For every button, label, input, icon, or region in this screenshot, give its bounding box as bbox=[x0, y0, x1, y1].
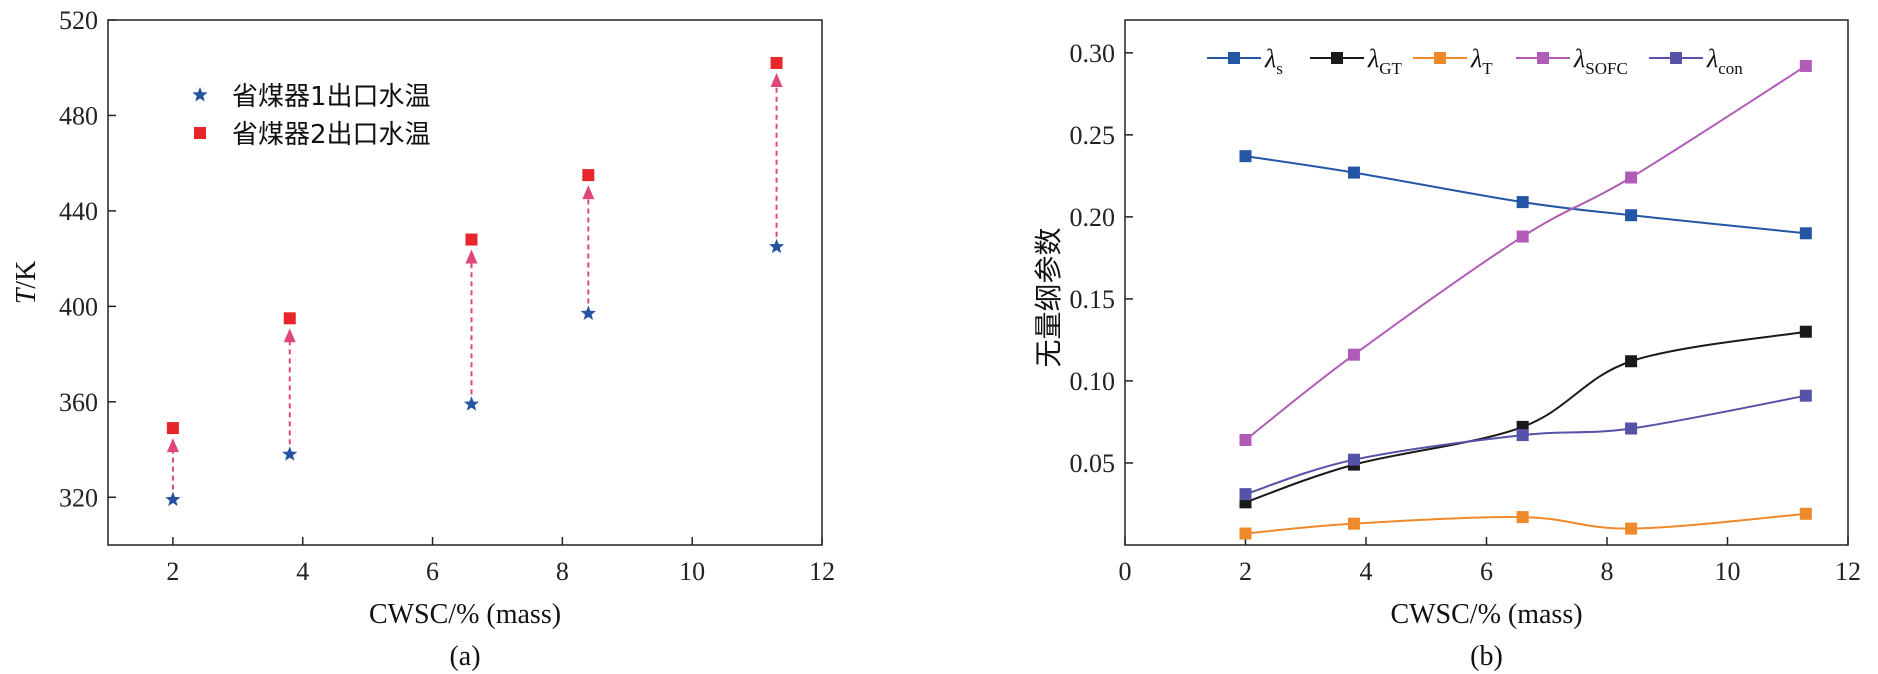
data-point-con bbox=[1239, 488, 1252, 501]
data-point-con bbox=[1347, 453, 1360, 466]
legend-marker-con bbox=[1670, 52, 1682, 64]
legend-marker-sofc bbox=[1537, 52, 1549, 64]
data-point-sofc bbox=[1799, 59, 1812, 72]
x-tick-label: 4 bbox=[296, 557, 309, 586]
data-point-outlet2 bbox=[166, 422, 179, 435]
x-tick-label: 6 bbox=[426, 557, 439, 586]
arrow-head bbox=[283, 328, 296, 343]
data-point-t bbox=[1239, 527, 1252, 540]
arrow-head bbox=[582, 185, 595, 200]
legend-label-t: λT bbox=[1470, 44, 1493, 78]
y-tick-label: 480 bbox=[59, 101, 98, 130]
data-point-gt bbox=[1799, 325, 1812, 338]
data-point-outlet1 bbox=[463, 396, 480, 411]
series-line-s bbox=[1245, 155, 1806, 235]
data-point-outlet1 bbox=[580, 305, 596, 320]
data-point-outlet1 bbox=[768, 238, 785, 254]
x-tick-label: 12 bbox=[809, 557, 835, 586]
x-tick-label: 4 bbox=[1360, 557, 1373, 586]
legend-label-outlet1: 省煤器1出口水温 bbox=[232, 82, 431, 112]
y-axis-label-b: 无量纲参数 bbox=[1032, 227, 1065, 367]
panel-b: 0 2 4 6 8 10 12 0.05 0.10 0.15 0.20 0.25 0.30 CWSC/% … bbox=[1032, 19, 1861, 672]
y-tick-label: 320 bbox=[59, 483, 98, 512]
legend-marker-s bbox=[1228, 52, 1240, 64]
data-point-s bbox=[1516, 196, 1529, 209]
panel-a: 2 4 6 8 10 12 320 360 400 440 480 520 CWSC/% (mass) T… bbox=[11, 6, 835, 672]
x-tick-label: 8 bbox=[1601, 557, 1614, 586]
data-point-con bbox=[1625, 422, 1638, 435]
data-point-outlet2 bbox=[770, 56, 783, 69]
legend-label-outlet2: 省煤器2出口水温 bbox=[232, 120, 431, 150]
data-point-sofc bbox=[1347, 348, 1360, 361]
legend-marker-outlet2 bbox=[194, 127, 206, 139]
x-tick-label: 0 bbox=[1119, 557, 1132, 586]
series-line-con bbox=[1245, 394, 1807, 496]
data-point-outlet2 bbox=[283, 312, 296, 325]
legend-marker-gt bbox=[1331, 52, 1343, 64]
legend-marker-t bbox=[1434, 52, 1446, 64]
data-point-t bbox=[1799, 507, 1812, 520]
data-point-t bbox=[1347, 517, 1360, 530]
arrow-head bbox=[770, 72, 783, 87]
x-axis-label-a: CWSC/% (mass) bbox=[369, 599, 561, 630]
legend-label-con: λcon bbox=[1706, 44, 1743, 78]
data-point-s bbox=[1239, 150, 1252, 163]
legend-marker-outlet1 bbox=[192, 87, 208, 102]
series-line-sofc bbox=[1244, 65, 1807, 441]
data-point-s bbox=[1799, 227, 1812, 240]
data-point-outlet1 bbox=[282, 446, 298, 461]
y-tick-label: 440 bbox=[59, 197, 98, 226]
x-tick-label: 12 bbox=[1835, 557, 1861, 586]
data-point-t bbox=[1516, 511, 1529, 524]
data-point-con bbox=[1516, 429, 1529, 442]
data-point-outlet2 bbox=[465, 233, 478, 246]
data-point-outlet2 bbox=[582, 169, 595, 182]
x-axis-label-b: CWSC/% (mass) bbox=[1390, 599, 1582, 630]
y-tick-label: 0.30 bbox=[1070, 39, 1116, 68]
plot-frame-a bbox=[107, 19, 823, 546]
y-tick-label: 400 bbox=[59, 292, 98, 321]
x-tick-label: 10 bbox=[679, 557, 705, 586]
legend-label-gt: λGT bbox=[1367, 44, 1403, 78]
y-tick-label: 0.25 bbox=[1070, 121, 1116, 150]
y-tick-label: 0.05 bbox=[1070, 449, 1116, 478]
y-tick-label: 0.20 bbox=[1070, 203, 1116, 232]
y-tick-label: 0.10 bbox=[1070, 367, 1116, 396]
arrow-head bbox=[166, 438, 179, 453]
y-axis-label-a: T/K bbox=[11, 261, 42, 305]
legend-label-sofc: λSOFC bbox=[1573, 44, 1628, 78]
data-point-outlet1 bbox=[165, 491, 181, 507]
y-tick-label: 520 bbox=[59, 6, 98, 35]
x-tick-label: 10 bbox=[1715, 557, 1741, 586]
legend-label-s: λs bbox=[1264, 44, 1283, 78]
series-line-gt bbox=[1245, 330, 1806, 504]
panel-label-a: (a) bbox=[449, 641, 480, 672]
y-tick-label: 360 bbox=[59, 388, 98, 417]
panel-label-b: (b) bbox=[1470, 641, 1503, 672]
data-point-gt bbox=[1625, 355, 1638, 368]
data-point-sofc bbox=[1516, 230, 1529, 243]
x-tick-label: 2 bbox=[1239, 557, 1252, 586]
data-point-s bbox=[1347, 166, 1360, 179]
data-point-t bbox=[1625, 522, 1638, 535]
data-point-s bbox=[1625, 209, 1638, 222]
data-point-con bbox=[1799, 389, 1812, 402]
x-tick-label: 8 bbox=[556, 557, 569, 586]
data-point-sofc bbox=[1625, 171, 1638, 184]
x-tick-label: 2 bbox=[166, 557, 179, 586]
arrow-head bbox=[465, 249, 478, 264]
x-tick-label: 6 bbox=[1480, 557, 1493, 586]
plot-frame-b bbox=[1124, 19, 1849, 546]
data-point-sofc bbox=[1239, 434, 1252, 446]
y-tick-label: 0.15 bbox=[1070, 285, 1116, 314]
